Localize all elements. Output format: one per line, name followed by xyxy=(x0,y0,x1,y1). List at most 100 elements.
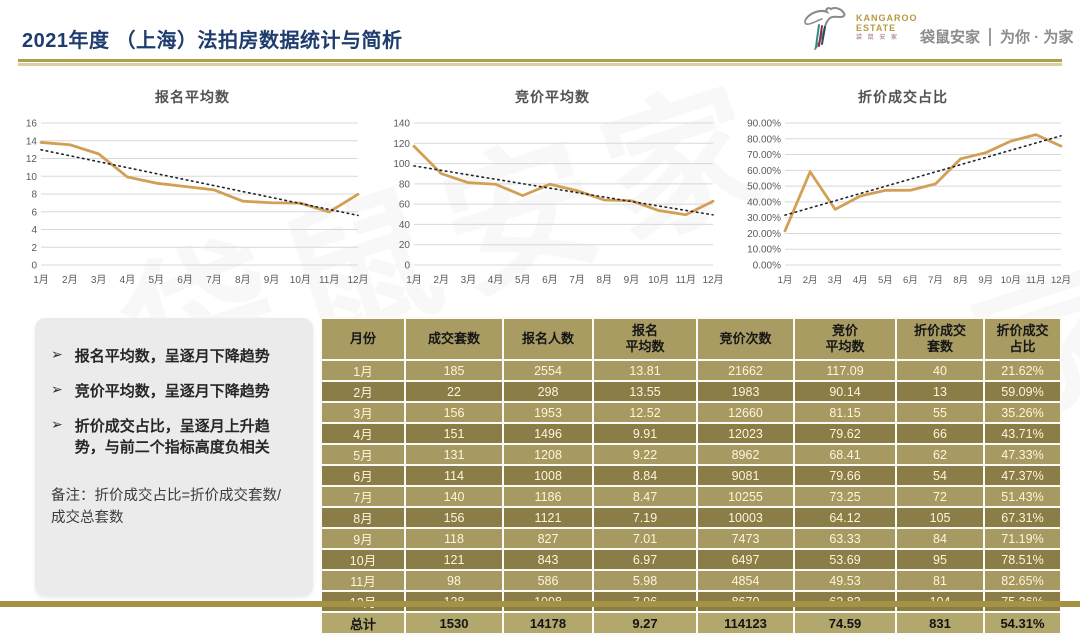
table-row: 10月 121 843 6.97 6497 53.69 95 78.51% xyxy=(320,548,1062,571)
footer-gold-bar xyxy=(0,601,1080,607)
svg-text:2月: 2月 xyxy=(433,274,449,286)
insight-bullet: ➢ 折价成交占比，呈逐月上升趋势，与前二个指标高度负相关 xyxy=(51,416,295,460)
svg-text:50.00%: 50.00% xyxy=(747,182,781,193)
brand-name-line2: ESTATE xyxy=(856,22,897,33)
table-cell: 47.37% xyxy=(983,464,1062,487)
table-cell: 66 xyxy=(895,422,985,445)
table-total-cell: 9.27 xyxy=(592,611,698,635)
table-total-cell: 74.59 xyxy=(793,611,897,635)
table-cell: 35.26% xyxy=(983,401,1062,424)
brand-tagline: 袋鼠安家 为你 · 为家 xyxy=(920,26,1073,47)
svg-text:8月: 8月 xyxy=(235,274,251,286)
svg-text:30.00%: 30.00% xyxy=(747,213,781,224)
table-cell: 586 xyxy=(502,569,594,592)
chart-discount-deal-ratio: 折价成交占比 0.00% 10.00% 20.00% 30.00% 40.00% 50.0… xyxy=(733,85,1073,306)
table-cell: 6.97 xyxy=(592,548,698,571)
table-cell: 8.84 xyxy=(592,464,698,487)
footnote-text: 备注：折价成交占比=折价成交套数/成交总套数 xyxy=(51,488,281,527)
table-row: 5月 131 1208 9.22 8962 68.41 62 47.33% xyxy=(320,443,1062,466)
table-cell: 298 xyxy=(502,380,594,403)
svg-text:4月: 4月 xyxy=(488,274,504,286)
table-cell: 11月 xyxy=(320,569,406,592)
table-cell: 21.62% xyxy=(983,359,1062,382)
table-cell: 9.91 xyxy=(592,422,698,445)
table-cell: 2554 xyxy=(502,359,594,382)
tagline-right: 为你 · 为家 xyxy=(1000,29,1074,46)
table-cell: 51.43% xyxy=(983,485,1062,508)
table-cell: 71.19% xyxy=(983,527,1062,550)
table-cell: 7.19 xyxy=(592,506,698,529)
column-header-bids: 竞价次数 xyxy=(696,317,795,361)
svg-text:3月: 3月 xyxy=(91,274,107,286)
table-cell: 54 xyxy=(895,464,985,487)
svg-text:5月: 5月 xyxy=(515,274,531,286)
table-cell: 8962 xyxy=(696,443,795,466)
table-cell: 6497 xyxy=(696,548,795,571)
table-cell: 12660 xyxy=(696,401,795,424)
svg-text:8月: 8月 xyxy=(596,274,612,286)
svg-text:12月: 12月 xyxy=(702,274,723,286)
table-cell: 4854 xyxy=(696,569,795,592)
table-cell: 82.65% xyxy=(983,569,1062,592)
svg-text:10月: 10月 xyxy=(290,274,311,286)
column-header-discount-ratio: 折价成交 占比 xyxy=(983,317,1062,361)
table-cell: 7473 xyxy=(696,527,795,550)
table-cell: 49.53 xyxy=(793,569,897,592)
tagline-left: 袋鼠安家 xyxy=(920,29,981,46)
table-total-cell: 14178 xyxy=(502,611,594,635)
table-cell: 114 xyxy=(404,464,504,487)
svg-text:70.00%: 70.00% xyxy=(747,150,781,161)
chart-title: 竞价平均数 xyxy=(515,89,590,105)
table-header: 月份 成交套数 报名人数 报名 平均数 竞价次数 竞价 平均数 折价成交 套数 … xyxy=(320,317,1062,361)
monthly-stats-table: 月份 成交套数 报名人数 报名 平均数 竞价次数 竞价 平均数 折价成交 套数 … xyxy=(320,317,1062,635)
table-cell: 64.12 xyxy=(793,506,897,529)
table-cell: 5月 xyxy=(320,443,406,466)
svg-text:8: 8 xyxy=(31,190,37,201)
table-cell: 156 xyxy=(404,401,504,424)
table-cell: 10月 xyxy=(320,548,406,571)
table-cell: 63.33 xyxy=(793,527,897,550)
svg-text:7月: 7月 xyxy=(928,275,943,286)
table-cell: 98 xyxy=(404,569,504,592)
table-cell: 1208 xyxy=(502,443,594,466)
svg-text:0.00%: 0.00% xyxy=(753,261,781,272)
table-cell: 117.09 xyxy=(793,359,897,382)
table-total-cell: 114123 xyxy=(696,611,795,635)
table-cell: 185 xyxy=(404,359,504,382)
svg-text:120: 120 xyxy=(393,139,410,150)
table-cell: 843 xyxy=(502,548,594,571)
table-cell: 1953 xyxy=(502,401,594,424)
svg-text:5月: 5月 xyxy=(148,274,164,286)
column-header-reg-average: 报名 平均数 xyxy=(592,317,698,361)
insight-bullet: ➢ 报名平均数，呈逐月下降趋势 xyxy=(51,346,295,368)
table-row: 9月 118 827 7.01 7473 63.33 84 71.19% xyxy=(320,527,1062,550)
svg-text:80.00%: 80.00% xyxy=(747,134,781,145)
svg-text:2月: 2月 xyxy=(62,274,78,286)
svg-text:100: 100 xyxy=(393,159,410,170)
table-cell: 21662 xyxy=(696,359,795,382)
table-cell: 1008 xyxy=(502,464,594,487)
table-cell: 9.22 xyxy=(592,443,698,466)
table-header-row: 月份 成交套数 报名人数 报名 平均数 竞价次数 竞价 平均数 折价成交 套数 … xyxy=(320,317,1062,361)
table-cell: 3月 xyxy=(320,401,406,424)
svg-text:20.00%: 20.00% xyxy=(747,229,781,240)
svg-text:10.00%: 10.00% xyxy=(747,245,781,256)
table-footer: 总计 1530 14178 9.27 114123 74.59 831 54.31% xyxy=(320,611,1062,635)
table-cell: 8.47 xyxy=(592,485,698,508)
svg-text:10月: 10月 xyxy=(648,274,669,286)
company-logo: KANGAROO ESTATE 袋 鼠 安 家 xyxy=(800,5,918,51)
arrow-bullet-icon: ➢ xyxy=(51,346,63,362)
table-cell: 1496 xyxy=(502,422,594,445)
svg-text:40: 40 xyxy=(399,220,411,231)
line-chart-svg: 0 20 40 60 80 100 120 140 1月 2月 3月 4月 5月 6月 7月 8月 9月 10月 1… xyxy=(393,119,723,287)
svg-text:8月: 8月 xyxy=(953,275,968,286)
brand-text: KANGAROO ESTATE 袋 鼠 安 家 xyxy=(856,13,918,41)
table-cell: 156 xyxy=(404,506,504,529)
header-rule-dark xyxy=(18,59,1062,62)
table-total-cell: 1530 xyxy=(404,611,504,635)
svg-text:4月: 4月 xyxy=(120,274,136,286)
table-cell: 7月 xyxy=(320,485,406,508)
table-cell: 5.98 xyxy=(592,569,698,592)
svg-text:7月: 7月 xyxy=(206,274,222,286)
svg-text:1月: 1月 xyxy=(778,275,793,286)
